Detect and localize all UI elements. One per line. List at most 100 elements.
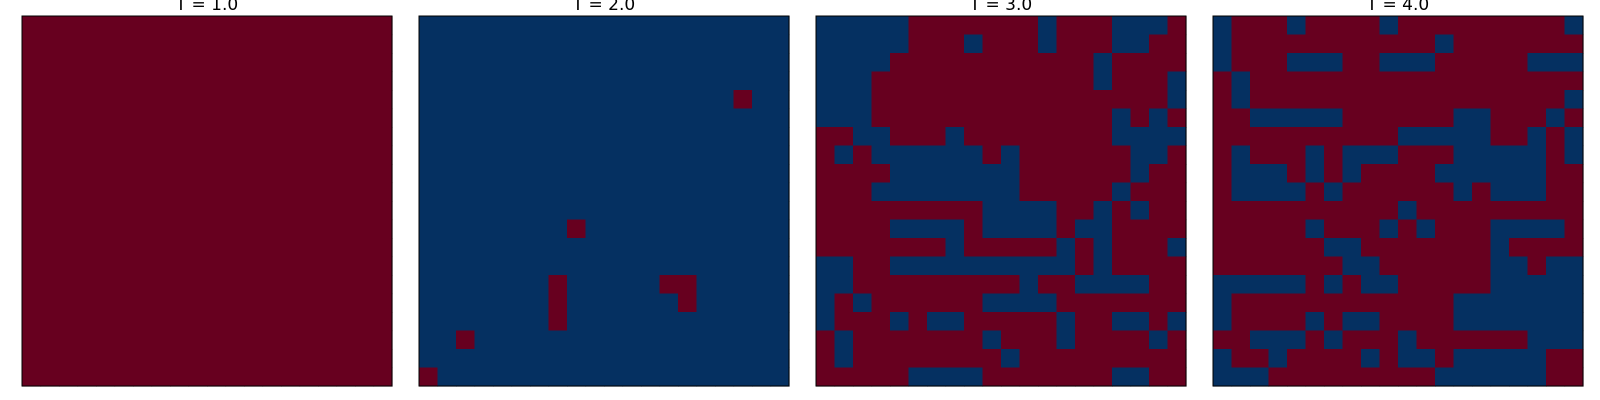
lattice-cell — [871, 53, 891, 73]
lattice-cell — [22, 53, 42, 73]
lattice-cell — [77, 293, 97, 313]
lattice-cell — [659, 330, 679, 350]
lattice-cell — [622, 53, 642, 73]
lattice-cell — [585, 312, 605, 332]
lattice-cell — [1435, 312, 1455, 332]
lattice-cell — [1361, 293, 1381, 313]
lattice-cell — [96, 201, 116, 221]
lattice-cell — [493, 312, 513, 332]
lattice-cell — [641, 16, 661, 36]
lattice-cell — [1398, 182, 1418, 202]
lattice-cell — [59, 330, 79, 350]
lattice-cell — [752, 108, 772, 128]
lattice-cell — [834, 16, 854, 36]
lattice-cell — [96, 34, 116, 54]
panel-title-t-2: T = 2.0 — [572, 0, 635, 15]
lattice-cell — [373, 219, 393, 239]
lattice-cell — [1149, 145, 1169, 165]
lattice-cell — [964, 108, 984, 128]
lattice-cell — [1112, 238, 1132, 258]
lattice-cell — [437, 34, 457, 54]
lattice-cell — [945, 71, 965, 91]
lattice-cell — [40, 127, 60, 147]
lattice-cell — [373, 238, 393, 258]
lattice-cell — [1379, 108, 1399, 128]
lattice-cell — [170, 127, 190, 147]
lattice-cell — [419, 145, 439, 165]
lattice-cell — [1324, 127, 1344, 147]
lattice-cell — [1546, 34, 1566, 54]
lattice-cell — [1287, 330, 1307, 350]
lattice-cell — [77, 108, 97, 128]
lattice-cell — [281, 367, 301, 387]
lattice-cell — [1093, 164, 1113, 184]
lattice-cell — [1527, 127, 1547, 147]
lattice-cell — [1490, 275, 1510, 295]
lattice-cell — [890, 71, 910, 91]
lattice-cell — [1149, 53, 1169, 73]
lattice-cell — [419, 349, 439, 369]
lattice-cell — [373, 90, 393, 110]
lattice-cell — [511, 145, 531, 165]
lattice-cell — [733, 108, 753, 128]
lattice-cell — [715, 238, 735, 258]
lattice-cell — [336, 108, 356, 128]
lattice-cell — [1130, 108, 1150, 128]
lattice-cell — [834, 182, 854, 202]
lattice-cell — [1416, 201, 1436, 221]
lattice-cell — [1287, 275, 1307, 295]
lattice-cell — [1250, 238, 1270, 258]
lattice-cell — [1435, 108, 1455, 128]
lattice-cell — [1149, 275, 1169, 295]
lattice-cell — [1324, 330, 1344, 350]
lattice-cell — [1250, 330, 1270, 350]
lattice-cell — [1564, 182, 1584, 202]
lattice-cell — [982, 145, 1002, 165]
lattice-cell — [1075, 349, 1095, 369]
lattice-cell — [834, 145, 854, 165]
lattice-cell — [244, 182, 264, 202]
lattice-cell — [40, 53, 60, 73]
lattice-cell — [40, 367, 60, 387]
lattice-cell — [1093, 71, 1113, 91]
lattice-cell — [567, 34, 587, 54]
lattice-cell — [1472, 312, 1492, 332]
lattice-cell — [1268, 330, 1288, 350]
lattice-cell — [659, 182, 679, 202]
lattice-cell — [493, 164, 513, 184]
lattice-cell — [752, 256, 772, 276]
lattice-cell — [77, 201, 97, 221]
lattice-cell — [1564, 127, 1584, 147]
lattice-cell — [511, 219, 531, 239]
lattice-cell — [22, 182, 42, 202]
lattice-cell — [1342, 293, 1362, 313]
lattice-cell — [1287, 16, 1307, 36]
lattice-cell — [299, 90, 319, 110]
lattice-cell — [1416, 238, 1436, 258]
lattice-cell — [678, 256, 698, 276]
lattice-cell — [225, 53, 245, 73]
lattice-cell — [1287, 238, 1307, 258]
lattice-cell — [262, 164, 282, 184]
lattice-cell — [1546, 293, 1566, 313]
lattice-cell — [59, 34, 79, 54]
lattice-cell — [1075, 201, 1095, 221]
lattice-cell — [114, 367, 134, 387]
lattice-cell — [1001, 127, 1021, 147]
lattice-cell — [530, 367, 550, 387]
lattice-cell — [1250, 201, 1270, 221]
lattice-cell — [890, 219, 910, 239]
lattice-cell — [1527, 219, 1547, 239]
lattice-cell — [244, 145, 264, 165]
lattice-cell — [1130, 90, 1150, 110]
lattice-cell — [1490, 127, 1510, 147]
lattice-cell — [281, 53, 301, 73]
lattice-cell — [1416, 312, 1436, 332]
lattice-cell — [1416, 53, 1436, 73]
lattice-cell — [585, 53, 605, 73]
lattice-cell — [908, 182, 928, 202]
lattice-cell — [853, 108, 873, 128]
lattice-cell — [1361, 71, 1381, 91]
lattice-cell — [1361, 90, 1381, 110]
lattice-cell — [474, 145, 494, 165]
